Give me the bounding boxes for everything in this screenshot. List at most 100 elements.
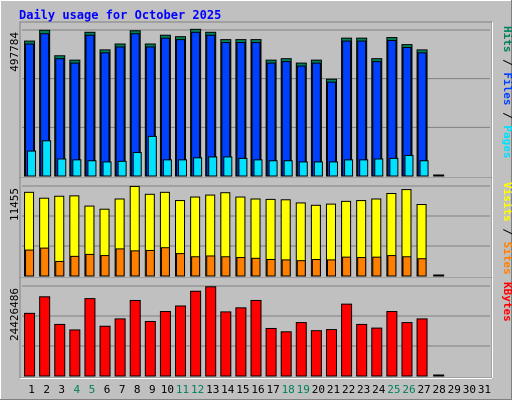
bar-pages: [374, 158, 384, 177]
bar-pages: [132, 152, 142, 177]
bar-pages: [162, 159, 172, 177]
bar-kbytes: [205, 286, 217, 377]
day-label: 2: [43, 383, 50, 396]
day-label: 1: [28, 383, 35, 396]
bar-sites: [191, 256, 201, 277]
bar-pages: [344, 159, 354, 177]
bar-kbytes: [84, 298, 96, 377]
panel-top: 497784 Hits / Files / Pages: [8, 21, 512, 179]
bar-kbytes: [295, 322, 307, 377]
bar-sites: [266, 259, 276, 277]
bar-kbytes: [265, 327, 277, 377]
bar-files: [417, 52, 427, 177]
bar-kbytes: [386, 311, 398, 377]
day-label: 29: [448, 383, 461, 396]
bar-pages: [208, 156, 218, 177]
bar-files: [206, 34, 216, 177]
bar-pages: [223, 156, 233, 177]
bar-pages: [72, 159, 82, 177]
bar-sites: [342, 256, 352, 277]
bar-kbytes: [280, 331, 292, 377]
bar-sites: [387, 255, 397, 277]
day-label: 9: [149, 383, 156, 396]
bar-kbytes: [356, 323, 368, 377]
bar-kbytes: [371, 327, 383, 377]
day-label: 3: [58, 383, 65, 396]
bar-pages: [283, 160, 293, 177]
bar-files: [251, 42, 261, 177]
bar-files: [55, 58, 65, 177]
day-label: 10: [161, 383, 174, 396]
bar-kbytes: [129, 299, 141, 377]
bar-files: [387, 39, 397, 177]
day-label: 14: [221, 383, 235, 396]
bar-files: [191, 31, 201, 177]
bar-kbytes: [310, 330, 322, 377]
bar-files: [70, 62, 80, 177]
bar-pages: [268, 160, 278, 177]
bar-sites: [25, 249, 35, 277]
legend-sites: Sites: [501, 242, 512, 275]
bar-files: [281, 61, 291, 177]
legend-visits: Visits: [501, 182, 512, 222]
bar-files: [85, 34, 95, 177]
bar-sites: [281, 259, 291, 277]
bar-files: [311, 62, 321, 177]
day-label: 20: [312, 383, 325, 396]
bar-pages: [87, 160, 97, 177]
day-label: 7: [119, 383, 126, 396]
bar-kbytes: [250, 299, 262, 377]
bar-sites: [206, 255, 216, 277]
day-label: 18: [282, 383, 295, 396]
day-label: 4: [74, 383, 81, 396]
bar-sites: [402, 256, 412, 277]
bar-pages: [102, 161, 112, 177]
panel-middle: 11455 Visits / Sites: [8, 177, 512, 279]
bar-sites: [357, 257, 367, 277]
legend: Hits / Files / Pages: [501, 26, 512, 159]
bar-pages: [178, 159, 188, 177]
bar-kbytes: [24, 312, 36, 377]
bar-files: [296, 65, 306, 177]
legend-kbytes: KBytes: [501, 282, 512, 322]
bar-sites: [176, 253, 186, 277]
bar-pages: [253, 159, 263, 177]
bar-files: [266, 62, 276, 177]
bar-files: [342, 40, 352, 177]
day-label: 6: [104, 383, 111, 396]
day-label: 19: [297, 383, 310, 396]
day-label: 27: [417, 383, 430, 396]
legend-separator: /: [501, 53, 512, 73]
legend: KBytes: [501, 282, 512, 322]
day-label: 22: [342, 383, 355, 396]
bar-pages: [117, 160, 127, 177]
bar-kbytes: [144, 320, 156, 377]
chart-title: Daily usage for October 2025: [19, 8, 221, 22]
bar-sites: [251, 257, 261, 277]
bar-sites: [115, 248, 125, 277]
day-label: 30: [463, 383, 476, 396]
bar-kbytes: [401, 322, 413, 377]
day-label: 25: [387, 383, 400, 396]
day-label: 16: [251, 383, 264, 396]
bar-kbytes: [99, 325, 111, 377]
day-label: 13: [206, 383, 219, 396]
bar-kbytes: [114, 318, 126, 377]
day-label: 31: [478, 383, 491, 396]
legend-hits: Hits: [501, 26, 512, 53]
bar-pages: [419, 160, 429, 177]
bar-kbytes: [159, 311, 171, 377]
day-label: 21: [327, 383, 340, 396]
day-label: 12: [191, 383, 204, 396]
legend-files: Files: [501, 72, 512, 105]
bar-kbytes: [69, 329, 81, 377]
bar-sites: [70, 255, 80, 277]
day-label: 11: [176, 383, 189, 396]
bar-sites: [160, 247, 170, 277]
bar-pages: [328, 161, 338, 177]
bar-kbytes: [341, 303, 353, 377]
bar-files: [100, 52, 110, 177]
bar-files: [357, 40, 367, 177]
day-label: 23: [357, 383, 370, 396]
